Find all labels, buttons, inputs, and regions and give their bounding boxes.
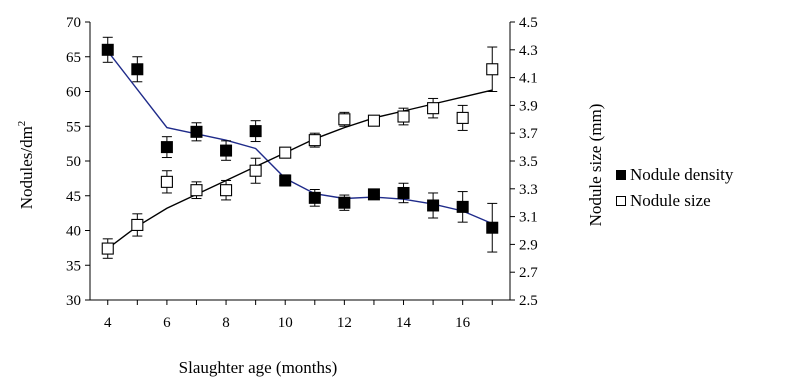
marker-nodule-size bbox=[308, 134, 321, 147]
marker-nodule-size bbox=[427, 102, 440, 115]
marker-nodule-size bbox=[190, 184, 203, 197]
marker-nodule-density bbox=[456, 200, 469, 213]
marker-nodule-density bbox=[367, 188, 380, 201]
y-left-tick-label: 30 bbox=[66, 293, 81, 309]
y-left-tick-label: 65 bbox=[66, 50, 81, 66]
marker-nodule-size bbox=[160, 175, 173, 188]
trend-line-nodule-density bbox=[107, 50, 493, 225]
y-right-tick-label: 3.9 bbox=[519, 98, 538, 114]
x-tick-label: 10 bbox=[278, 315, 293, 331]
marker-nodule-density bbox=[397, 186, 410, 199]
y-left-tick-label: 40 bbox=[66, 224, 81, 240]
x-axis-title: Slaughter age (months) bbox=[179, 358, 338, 377]
marker-nodule-density bbox=[101, 43, 114, 56]
y-left-tick-label: 35 bbox=[66, 258, 81, 274]
y-right-tick-label: 2.9 bbox=[519, 237, 538, 253]
legend-marker-nodule-density bbox=[616, 170, 626, 180]
y-left-tick-label: 50 bbox=[66, 154, 81, 170]
legend-label-nodule-size: Nodule size bbox=[630, 191, 711, 210]
y-left-axis-title: Nodules/dm2 bbox=[16, 121, 36, 210]
marker-nodule-density bbox=[427, 199, 440, 212]
y-right-axis-title: Nodule size (mm) bbox=[586, 104, 605, 227]
marker-nodule-density bbox=[131, 63, 144, 76]
axes: 4 6 8 10 12 14 16 30 35 40 45 50 55 60 65 70 2.5 2.7 2.9 3.… bbox=[66, 15, 538, 331]
y-right-tick-label: 4.5 bbox=[519, 15, 538, 31]
legend: Nodule density Nodule size bbox=[616, 165, 734, 210]
y-left-tick-label: 60 bbox=[66, 85, 81, 101]
marker-nodule-density bbox=[338, 196, 351, 209]
marker-nodule-density bbox=[190, 125, 203, 138]
marker-nodule-density bbox=[308, 191, 321, 204]
y-right-tick-label: 3.1 bbox=[519, 210, 538, 226]
x-tick-label: 6 bbox=[163, 315, 171, 331]
marker-nodule-size bbox=[338, 113, 351, 126]
marker-nodule-size bbox=[397, 110, 410, 123]
marker-nodule-size bbox=[456, 111, 469, 124]
marker-nodule-size bbox=[101, 242, 114, 255]
x-tick-label: 12 bbox=[337, 315, 352, 331]
y-right-tick-label: 2.5 bbox=[519, 293, 538, 309]
marker-nodule-density bbox=[486, 221, 499, 234]
legend-label-nodule-density: Nodule density bbox=[630, 165, 734, 184]
y-right-tick-label: 3.3 bbox=[519, 182, 538, 198]
marker-nodule-size bbox=[220, 184, 233, 197]
marker-nodule-size bbox=[486, 63, 499, 76]
marker-nodule-density bbox=[279, 174, 292, 187]
marker-nodule-size bbox=[249, 164, 262, 177]
y-left-axis-title-superscript: 2 bbox=[16, 121, 28, 127]
x-tick-label: 8 bbox=[222, 315, 230, 331]
data-markers bbox=[101, 43, 499, 255]
marker-nodule-size bbox=[131, 218, 144, 231]
y-right-tick-label: 2.7 bbox=[519, 265, 538, 281]
marker-nodule-size bbox=[367, 114, 380, 127]
x-tick-label: 16 bbox=[455, 315, 471, 331]
axis-labels: Slaughter age (months) Nodules/dm2 Nodul… bbox=[16, 104, 605, 377]
marker-nodule-density bbox=[160, 141, 173, 154]
y-left-tick-label: 55 bbox=[66, 119, 81, 135]
y-left-axis-title-main: Nodules/dm bbox=[17, 126, 36, 209]
marker-nodule-size bbox=[279, 146, 292, 159]
marker-nodule-density bbox=[249, 125, 262, 138]
y-right-tick-label: 3.5 bbox=[519, 154, 538, 170]
y-right-tick-label: 4.1 bbox=[519, 71, 538, 87]
y-left-tick-label: 45 bbox=[66, 189, 81, 205]
x-tick-label: 14 bbox=[396, 315, 412, 331]
y-right-tick-label: 3.7 bbox=[519, 126, 538, 142]
legend-marker-nodule-size bbox=[616, 196, 626, 206]
y-left-tick-label: 70 bbox=[66, 15, 81, 31]
x-tick-label: 4 bbox=[104, 315, 112, 331]
y-right-tick-label: 4.3 bbox=[519, 43, 538, 59]
marker-nodule-density bbox=[220, 144, 233, 157]
